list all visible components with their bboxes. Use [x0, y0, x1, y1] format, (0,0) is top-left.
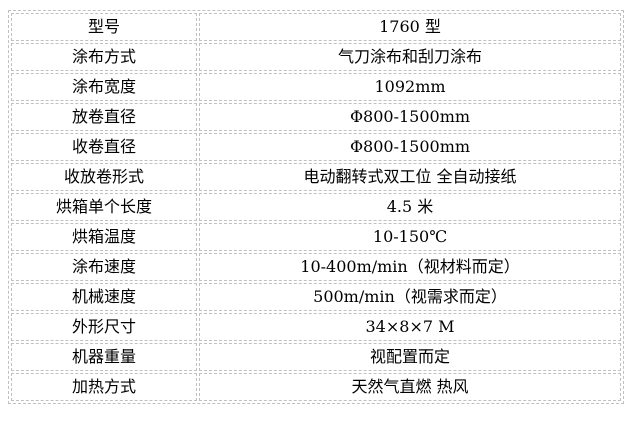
table-row: 涂布方式 气刀涂布和刮刀涂布	[11, 43, 621, 71]
spec-value-heating-method: 天然气直燃 热风	[199, 373, 621, 401]
spec-value-model: 1760 型	[199, 13, 621, 41]
spec-label-model: 型号	[11, 13, 197, 41]
spec-label-oven-length: 烘箱单个长度	[11, 193, 197, 221]
spec-value-rewind-diameter: Φ800-1500mm	[199, 133, 621, 161]
spec-value-oven-length: 4.5 米	[199, 193, 621, 221]
spec-value-coating-method: 气刀涂布和刮刀涂布	[199, 43, 621, 71]
spec-label-mechanical-speed: 机械速度	[11, 283, 197, 311]
spec-label-dimensions: 外形尺寸	[11, 313, 197, 341]
spec-value-winding-form: 电动翻转式双工位 全自动接纸	[199, 163, 621, 191]
spec-label-oven-temperature: 烘箱温度	[11, 223, 197, 251]
spec-value-coating-width: 1092mm	[199, 73, 621, 101]
table-row: 收放卷形式 电动翻转式双工位 全自动接纸	[11, 163, 621, 191]
table-row: 外形尺寸 34×8×7 M	[11, 313, 621, 341]
spec-label-coating-speed: 涂布速度	[11, 253, 197, 281]
spec-value-dimensions: 34×8×7 M	[199, 313, 621, 341]
table-row: 烘箱单个长度 4.5 米	[11, 193, 621, 221]
table-row: 涂布速度 10-400m/min（视材料而定）	[11, 253, 621, 281]
table-row: 放卷直径 Φ800-1500mm	[11, 103, 621, 131]
table-row: 收卷直径 Φ800-1500mm	[11, 133, 621, 161]
spec-table-body: 型号 1760 型 涂布方式 气刀涂布和刮刀涂布 涂布宽度 1092mm 放卷直…	[11, 13, 621, 401]
spec-label-coating-method: 涂布方式	[11, 43, 197, 71]
table-row: 涂布宽度 1092mm	[11, 73, 621, 101]
spec-value-unwind-diameter: Φ800-1500mm	[199, 103, 621, 131]
spec-value-machine-weight: 视配置而定	[199, 343, 621, 371]
spec-label-machine-weight: 机器重量	[11, 343, 197, 371]
table-row: 机器重量 视配置而定	[11, 343, 621, 371]
spec-label-winding-form: 收放卷形式	[11, 163, 197, 191]
table-row: 烘箱温度 10-150℃	[11, 223, 621, 251]
spec-label-coating-width: 涂布宽度	[11, 73, 197, 101]
spec-table: 型号 1760 型 涂布方式 气刀涂布和刮刀涂布 涂布宽度 1092mm 放卷直…	[8, 10, 624, 404]
spec-value-coating-speed: 10-400m/min（视材料而定）	[199, 253, 621, 281]
spec-label-rewind-diameter: 收卷直径	[11, 133, 197, 161]
table-row: 型号 1760 型	[11, 13, 621, 41]
table-row: 机械速度 500m/min（视需求而定）	[11, 283, 621, 311]
spec-label-heating-method: 加热方式	[11, 373, 197, 401]
table-row: 加热方式 天然气直燃 热风	[11, 373, 621, 401]
spec-value-mechanical-speed: 500m/min（视需求而定）	[199, 283, 621, 311]
spec-value-oven-temperature: 10-150℃	[199, 223, 621, 251]
spec-label-unwind-diameter: 放卷直径	[11, 103, 197, 131]
